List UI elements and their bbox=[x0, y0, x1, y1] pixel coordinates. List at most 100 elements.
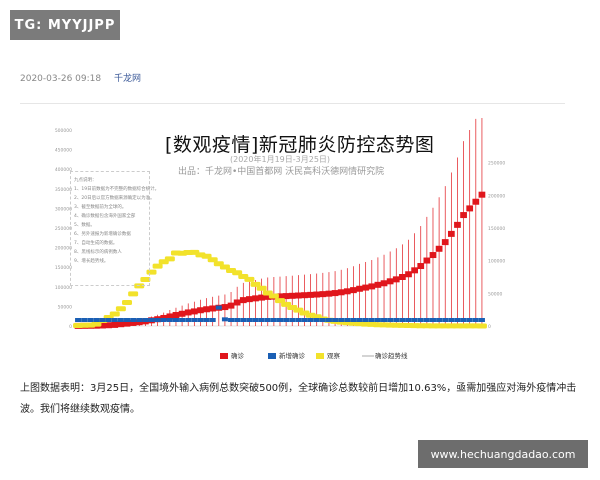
new-confirmed-marker bbox=[105, 318, 112, 322]
right-tick-label: 150000 bbox=[488, 226, 505, 232]
new-confirmed-marker bbox=[313, 318, 320, 322]
chart-note: 7、自动生成的数据。 bbox=[74, 241, 118, 246]
new-confirmed-marker bbox=[215, 305, 222, 310]
new-confirmed-marker bbox=[399, 318, 406, 322]
source-link[interactable]: 千龙网 bbox=[113, 74, 141, 84]
confirmed-marker bbox=[368, 283, 376, 290]
left-tick-label: 250000 bbox=[55, 226, 72, 232]
confirmed-marker bbox=[197, 307, 204, 314]
new-confirmed-marker bbox=[277, 318, 283, 322]
chart-note: 4、确诊数据包含海外国家全部 bbox=[74, 214, 136, 219]
confirmed-marker bbox=[386, 278, 394, 285]
article-meta: 2020-03-26 09:18 千龙网 bbox=[20, 71, 141, 84]
new-confirmed-marker bbox=[442, 318, 449, 322]
chart-note: 九点说明： bbox=[74, 178, 97, 183]
divider bbox=[20, 103, 565, 104]
new-confirmed-marker bbox=[429, 318, 436, 322]
chart-note: 1、19日前数据为不完整的数据综合统计。 bbox=[74, 187, 160, 192]
confirmed-marker bbox=[105, 322, 113, 329]
confirmed-marker bbox=[135, 319, 143, 326]
legend-label: 观察 bbox=[327, 351, 341, 360]
publish-date: 2020-03-26 09:18 bbox=[20, 74, 102, 84]
chart-subtitle: (2020年1月19日-3月25日) bbox=[230, 155, 331, 164]
legend-label: 新增确诊 bbox=[279, 351, 306, 360]
new-confirmed-marker bbox=[197, 318, 204, 322]
observation-marker bbox=[268, 293, 279, 299]
confirmed-marker bbox=[441, 239, 449, 246]
confirmed-marker bbox=[166, 313, 174, 320]
confirmed-marker bbox=[282, 293, 290, 300]
new-confirmed-marker bbox=[252, 318, 259, 322]
confirmed-marker bbox=[313, 291, 321, 298]
confirmed-marker bbox=[129, 319, 137, 326]
chart-notes: 九点说明： 1、19日前数据为不完整的数据综合统计。 2、20日后以官方数据来源确定… bbox=[70, 171, 160, 286]
confirmed-marker bbox=[472, 198, 480, 205]
new-confirmed-marker bbox=[478, 318, 485, 322]
observation-marker bbox=[109, 311, 120, 317]
left-tick-label: 400000 bbox=[55, 167, 72, 173]
confirmed-marker bbox=[203, 306, 210, 313]
new-confirmed-marker bbox=[203, 318, 210, 322]
confirmed-marker bbox=[447, 230, 455, 237]
confirmed-marker bbox=[111, 321, 119, 328]
new-confirmed-marker bbox=[154, 318, 161, 322]
observation-marker bbox=[250, 281, 261, 287]
observation-marker bbox=[256, 285, 267, 291]
confirmed-marker bbox=[264, 293, 272, 300]
observation-marker bbox=[152, 263, 163, 269]
new-confirmed-marker bbox=[295, 318, 302, 322]
chart-note: 2、20日后以官方数据来源确定以为准。 bbox=[74, 196, 155, 201]
confirmed-marker bbox=[356, 285, 363, 292]
legend-label: 确诊趋势线 bbox=[375, 351, 408, 360]
right-tick-label: 250000 bbox=[488, 161, 505, 167]
new-confirmed-marker bbox=[393, 318, 400, 322]
left-tick-label: 450000 bbox=[55, 148, 72, 154]
left-tick-label: 0 bbox=[69, 324, 72, 330]
new-confirmed-marker bbox=[258, 318, 265, 322]
confirmed-marker bbox=[417, 263, 425, 270]
observation-marker bbox=[476, 323, 487, 329]
right-tick-label: 100000 bbox=[488, 259, 505, 265]
new-confirmed-marker bbox=[387, 318, 394, 322]
confirmed-marker bbox=[252, 295, 259, 302]
confirmed-marker bbox=[350, 287, 357, 294]
new-confirmed-marker bbox=[148, 318, 155, 322]
new-confirmed-marker bbox=[75, 318, 82, 322]
new-confirmed-marker bbox=[166, 318, 173, 322]
left-tick-label: 300000 bbox=[55, 206, 72, 212]
new-confirmed-marker bbox=[209, 318, 216, 322]
observation-marker bbox=[207, 257, 218, 263]
new-confirmed-marker bbox=[172, 318, 179, 322]
article-body: 上图数据表明：3月25日，全国境外输入病例总数突破500例，全球确诊总数较前日增… bbox=[20, 383, 577, 415]
right-tick-label: 0 bbox=[488, 324, 491, 330]
confirmed-marker bbox=[258, 294, 266, 301]
confirmed-marker bbox=[380, 280, 388, 287]
new-confirmed-marker bbox=[240, 318, 247, 322]
confirmed-marker bbox=[160, 314, 168, 321]
confirmed-marker bbox=[294, 292, 302, 299]
new-confirmed-marker bbox=[325, 318, 332, 322]
observation-marker bbox=[146, 269, 157, 275]
new-confirmed-marker bbox=[93, 318, 100, 322]
left-tick-label: 500000 bbox=[55, 128, 72, 134]
confirmed-marker bbox=[337, 289, 345, 296]
new-confirmed-marker bbox=[179, 318, 186, 322]
confirmed-marker bbox=[454, 221, 461, 228]
confirmed-marker bbox=[362, 284, 370, 291]
confirmed-marker bbox=[423, 257, 431, 264]
confirmed-marker bbox=[99, 322, 106, 329]
new-confirmed-marker bbox=[417, 318, 424, 322]
new-confirmed-marker bbox=[454, 318, 461, 322]
confirmed-marker bbox=[178, 310, 186, 317]
confirmed-marker bbox=[343, 288, 351, 295]
new-confirmed-marker bbox=[411, 318, 418, 322]
new-confirmed-marker bbox=[117, 318, 124, 322]
confirmed-marker bbox=[233, 299, 241, 306]
confirmed-marker bbox=[331, 290, 339, 297]
new-confirmed-marker bbox=[319, 318, 326, 322]
new-confirmed-marker bbox=[136, 318, 143, 322]
confirmed-marker bbox=[307, 291, 314, 298]
new-confirmed-marker bbox=[191, 318, 198, 322]
confirmed-marker bbox=[301, 292, 308, 299]
tg-badge: TG: MYYJJPP bbox=[10, 10, 120, 40]
